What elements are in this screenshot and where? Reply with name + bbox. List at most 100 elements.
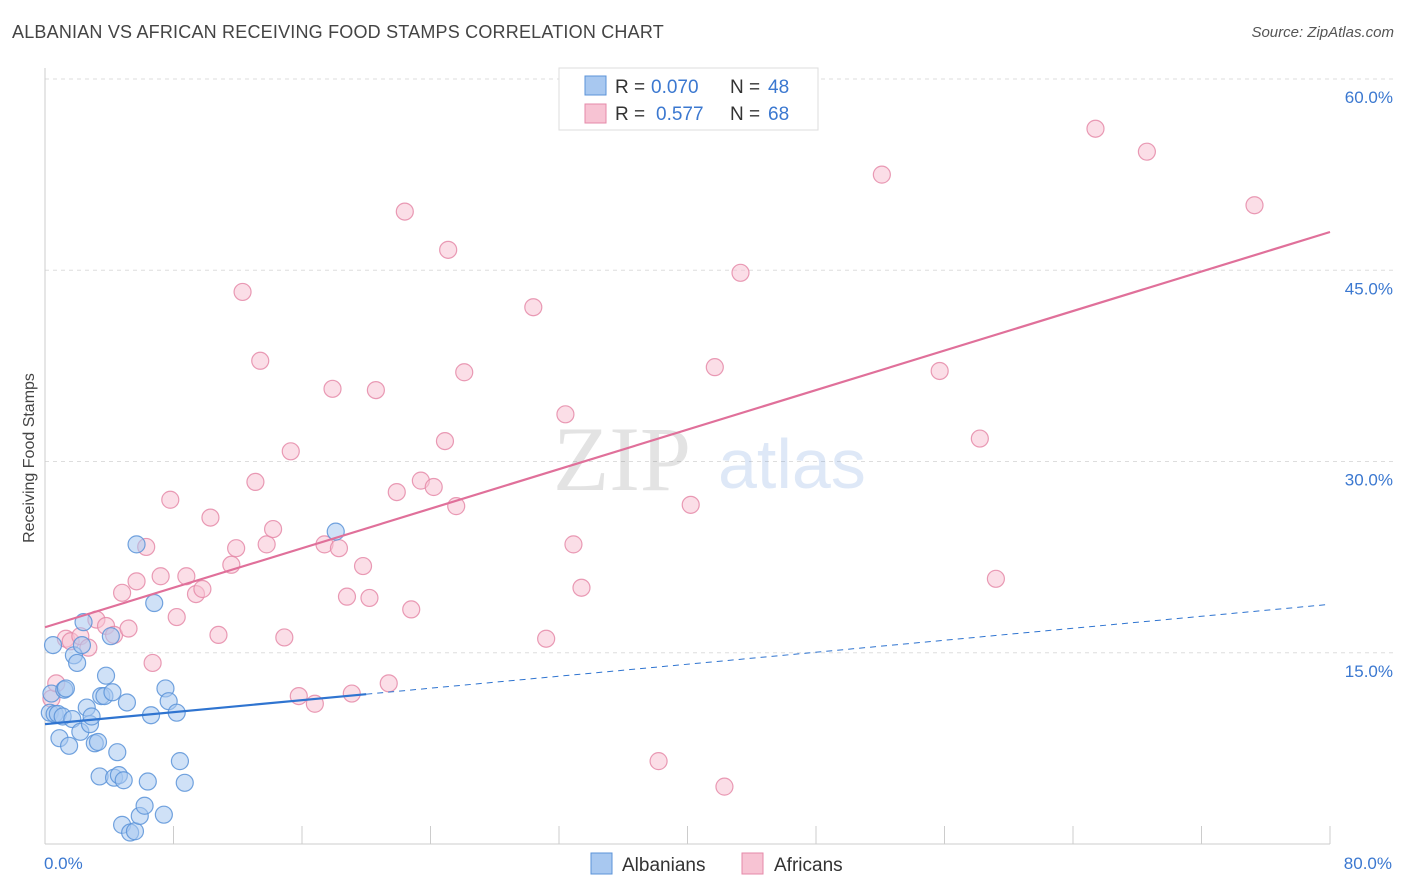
albanian-point [43, 635, 63, 655]
legend-n-value-1: 48 [768, 77, 789, 98]
y-tick-label: 60.0% [1345, 88, 1393, 107]
legend-bottom-label-africans: Africans [774, 855, 843, 876]
legend-bottom-swatch-africans [741, 852, 764, 875]
albanian-point [114, 771, 133, 790]
albanian-point [175, 773, 194, 792]
albanian-point [145, 593, 164, 613]
albanian-point [101, 627, 120, 646]
african-point [572, 578, 591, 597]
albanian-point [135, 796, 154, 815]
african-point [435, 432, 455, 451]
legend-r-label-1: R = [615, 77, 645, 98]
albanian-point [68, 653, 87, 673]
african-point [246, 472, 265, 491]
african-point [112, 583, 132, 602]
legend-swatch-albanians [584, 75, 607, 96]
trend-layer [44, 230, 1331, 726]
african-point [395, 202, 414, 221]
y-tick-label: 15.0% [1345, 662, 1393, 681]
african-point [329, 539, 349, 558]
african-point [705, 358, 724, 377]
african-point [930, 361, 949, 381]
african-point [564, 535, 583, 554]
grid-layer [45, 78, 1393, 654]
african-point [360, 588, 379, 608]
legend-n-value-2: 68 [768, 104, 789, 125]
african-point [275, 628, 294, 647]
african-point [353, 556, 373, 576]
african-point [1245, 196, 1264, 215]
african-point [201, 508, 220, 527]
african-point [424, 477, 443, 497]
legend-swatch-africans [584, 103, 607, 124]
albanian-point [125, 822, 145, 841]
watermark-zip: ZIP [553, 408, 691, 510]
african-point [731, 263, 750, 282]
african-point [1086, 119, 1105, 138]
african-point [323, 379, 342, 398]
svg-text:R = 0.577 N =: R = 0.577 N = 68 [615, 104, 789, 125]
african-point [151, 567, 170, 586]
chart-title: ALBANIAN VS AFRICAN RECEIVING FOOD STAMP… [12, 22, 664, 42]
watermark-atlas: atlas [718, 425, 866, 503]
african-point [127, 572, 146, 591]
axis-layer: Receiving Food Stamps 0.0% 80.0% 15.0% 30… [21, 68, 1393, 873]
african-point [227, 539, 246, 558]
african-trendline [44, 230, 1331, 629]
african-point [161, 490, 180, 509]
african-point [649, 752, 668, 771]
african-point [143, 653, 162, 673]
african-point [1137, 142, 1156, 161]
albanian-trendline-solid [44, 693, 367, 726]
source-label: Source: ZipAtlas.com [1251, 24, 1394, 41]
albanian-point [88, 732, 108, 752]
svg-text:R = 0.070 N =: R = 0.070 N = 48 [615, 77, 789, 98]
y-tick-label: 30.0% [1345, 471, 1393, 490]
african-point [233, 282, 252, 302]
legend-n-label-1: N = [730, 77, 760, 98]
african-point [337, 587, 357, 606]
african-point [872, 165, 891, 184]
legend-bottom: Albanians Africans [590, 852, 843, 876]
african-point [986, 569, 1006, 588]
african-point [715, 777, 734, 796]
african-point [402, 600, 421, 619]
albanian-point [74, 613, 93, 632]
albanian-point [59, 736, 79, 755]
albanian-point [154, 805, 173, 824]
legend-r-value-1: 0.070 [651, 77, 699, 98]
legend-top: R = 0.070 N = 48 R = 0.577 N = 68 [558, 67, 819, 131]
albanian-point [170, 752, 190, 771]
african-point [281, 442, 300, 461]
x-tick-label-max: 80.0% [1344, 854, 1392, 873]
albanian-point [108, 743, 127, 762]
legend-r-value-2: 0.577 [656, 104, 704, 125]
albanian-point [138, 772, 157, 791]
watermark: ZIP atlas [553, 408, 866, 510]
african-point [263, 519, 283, 539]
african-point [366, 381, 385, 400]
albanian-point [103, 683, 122, 702]
albanian-point [56, 679, 75, 698]
albanian-point [72, 635, 92, 655]
african-point [524, 298, 543, 317]
albanian-trendline-dashed [366, 603, 1331, 695]
african-point [556, 405, 575, 424]
legend-n-label-2: N = [730, 104, 760, 125]
african-point [455, 363, 474, 382]
african-point [970, 429, 989, 448]
legend-bottom-label-albanians: Albanians [622, 855, 705, 876]
albanian-point [82, 707, 101, 726]
y-axis-label: Receiving Food Stamps [21, 373, 38, 543]
african-point [193, 579, 212, 599]
african-point [379, 674, 398, 693]
legend-r-label-2: R = [615, 104, 645, 125]
legend-bottom-swatch-albanians [590, 852, 613, 875]
albanian-point [96, 666, 116, 685]
african-point [251, 351, 270, 370]
african-point [167, 607, 186, 627]
albanian-point [127, 535, 146, 554]
african-point [439, 240, 458, 259]
x-tick-label-min: 0.0% [44, 854, 83, 873]
